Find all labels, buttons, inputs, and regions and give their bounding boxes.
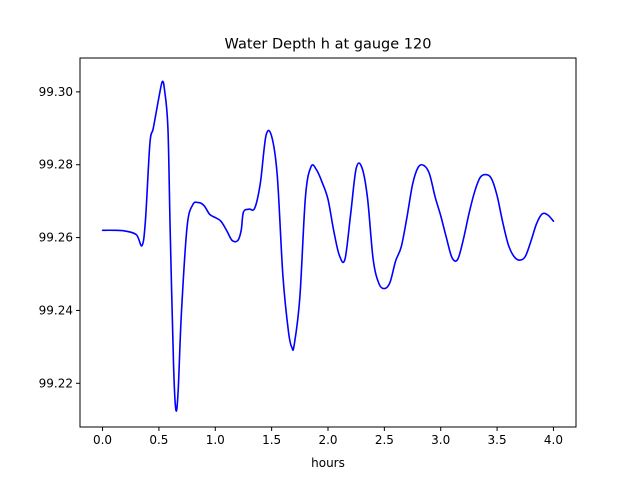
y-tick-label: 99.24 <box>39 303 73 317</box>
x-axis-label: hours <box>311 456 345 470</box>
axes: 0.0 0.5 1.0 1.5 2.0 2.5 3.0 3.5 4.0 99.22 99.24 99.… <box>39 57 577 447</box>
x-tick-label: 3.5 <box>488 433 507 447</box>
chart-title: Water Depth h at gauge 120 <box>225 37 432 53</box>
x-tick-label: 4.0 <box>544 433 563 447</box>
y-tick-label: 99.26 <box>39 231 73 245</box>
x-tick-label: 0.0 <box>93 433 112 447</box>
x-tick-label: 2.5 <box>375 433 394 447</box>
y-tick-label: 99.22 <box>39 376 73 390</box>
x-tick-label: 0.5 <box>149 433 168 447</box>
x-tick-label: 2.0 <box>318 433 337 447</box>
x-tick-label: 1.5 <box>262 433 281 447</box>
y-tick-label: 99.30 <box>39 85 73 99</box>
series-line-0 <box>101 80 555 412</box>
plot-area <box>101 80 555 412</box>
y-tick-label: 99.28 <box>39 158 73 172</box>
x-tick-label: 1.0 <box>206 433 225 447</box>
x-tick-label: 3.0 <box>431 433 450 447</box>
